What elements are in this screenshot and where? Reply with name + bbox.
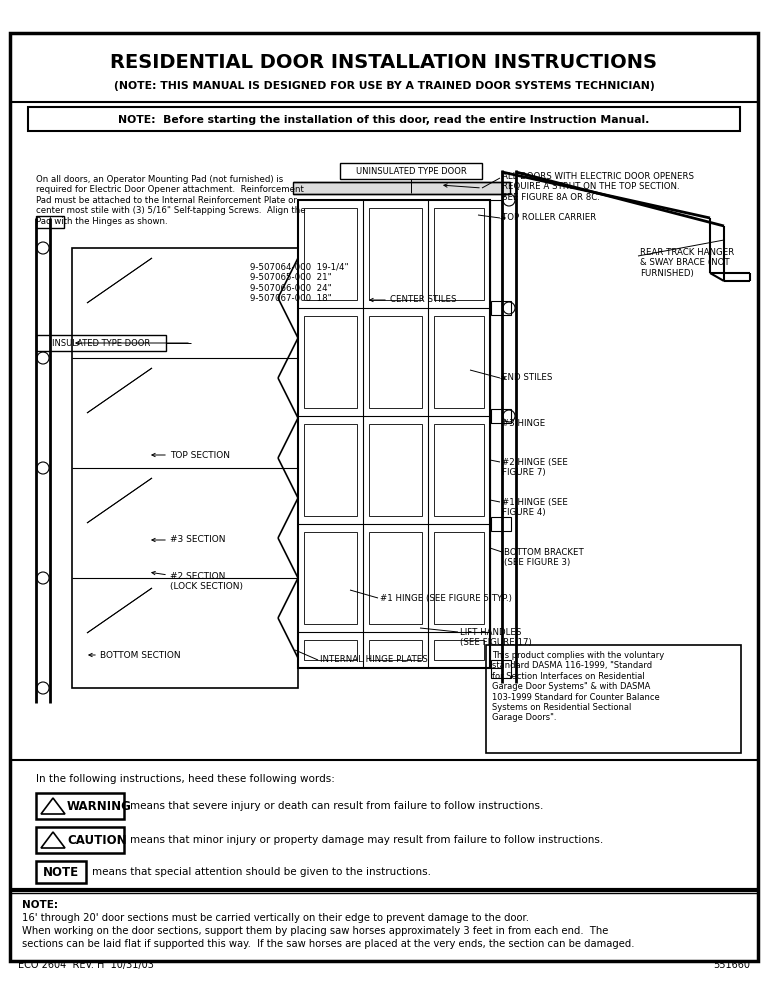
Bar — [36, 861, 86, 883]
Text: BOTTOM BRACKET
(SEE FIGURE 3): BOTTOM BRACKET (SEE FIGURE 3) — [504, 548, 584, 568]
Bar — [36, 216, 64, 228]
Bar — [369, 424, 422, 516]
Bar — [491, 517, 511, 531]
Text: UNINSULATED TYPE DOOR: UNINSULATED TYPE DOOR — [356, 167, 466, 176]
Bar — [490, 200, 502, 668]
Bar — [340, 163, 482, 179]
Text: INTERNAL HINGE PLATES: INTERNAL HINGE PLATES — [320, 655, 428, 665]
Text: means that severe injury or death can result from failure to follow instructions: means that severe injury or death can re… — [130, 801, 544, 811]
Text: TOP SECTION: TOP SECTION — [170, 450, 230, 459]
Text: #1 HINGE (SEE
FIGURE 4): #1 HINGE (SEE FIGURE 4) — [502, 498, 568, 518]
Bar — [36, 335, 166, 351]
Text: When working on the door sections, support them by placing saw horses approximat: When working on the door sections, suppo… — [22, 926, 608, 936]
Bar — [491, 409, 511, 423]
Text: #2 HINGE (SEE
FIGURE 7): #2 HINGE (SEE FIGURE 7) — [502, 458, 568, 477]
Text: CENTER STILES: CENTER STILES — [390, 295, 456, 304]
Text: TOP ROLLER CARRIER: TOP ROLLER CARRIER — [502, 214, 596, 223]
Bar — [304, 532, 357, 624]
Text: LIFT HANDLES
(SEE FIGURE 17): LIFT HANDLES (SEE FIGURE 17) — [460, 628, 531, 647]
Text: means that special attention should be given to the instructions.: means that special attention should be g… — [92, 867, 431, 877]
Bar — [72, 248, 298, 688]
Bar — [486, 645, 741, 753]
Text: 551660: 551660 — [713, 960, 750, 970]
Bar — [298, 200, 490, 668]
Text: On all doors, an Operator Mounting Pad (not furnished) is
required for Electric : On all doors, an Operator Mounting Pad (… — [36, 175, 306, 226]
Bar — [304, 208, 357, 300]
Text: #2 SECTION
(LOCK SECTION): #2 SECTION (LOCK SECTION) — [170, 572, 243, 591]
Bar — [369, 208, 422, 300]
Bar — [369, 640, 422, 660]
Text: BOTTOM SECTION: BOTTOM SECTION — [100, 650, 180, 659]
Bar — [36, 827, 124, 853]
Text: NOTE: NOTE — [43, 866, 79, 879]
Text: 9-507064-000  19-1/4"
9-507065-000  21"
9-507066-000  24"
9-507067-000  18": 9-507064-000 19-1/4" 9-507065-000 21" 9-… — [250, 263, 349, 303]
Bar — [304, 424, 357, 516]
Bar — [304, 640, 357, 660]
Bar — [28, 107, 740, 131]
Text: CAUTION: CAUTION — [67, 834, 127, 847]
Text: #1 HINGE (SEE FIGURE 5 TYP.): #1 HINGE (SEE FIGURE 5 TYP.) — [380, 593, 512, 602]
Text: 16' through 20' door sections must be carried vertically on their edge to preven: 16' through 20' door sections must be ca… — [22, 913, 529, 923]
Bar — [491, 301, 511, 315]
Bar — [369, 316, 422, 408]
Text: END STILES: END STILES — [502, 374, 552, 383]
Bar — [369, 532, 422, 624]
Bar — [36, 793, 124, 819]
Text: ALL DOORS WITH ELECTRIC DOOR OPENERS
REQUIRE A STRUT ON THE TOP SECTION.
SEE FIG: ALL DOORS WITH ELECTRIC DOOR OPENERS REQ… — [502, 172, 694, 202]
Text: #3 HINGE: #3 HINGE — [502, 418, 545, 427]
Bar — [434, 532, 484, 624]
Text: REAR TRACK HANGER
& SWAY BRACE (NOT
FURNISHED): REAR TRACK HANGER & SWAY BRACE (NOT FURN… — [640, 248, 734, 277]
Text: #3 SECTION: #3 SECTION — [170, 536, 226, 545]
Text: sections can be laid flat if supported this way.  If the saw horses are placed a: sections can be laid flat if supported t… — [22, 939, 634, 949]
Text: means that minor injury or property damage may result from failure to follow ins: means that minor injury or property dama… — [130, 835, 603, 845]
Text: INSULATED TYPE DOOR: INSULATED TYPE DOOR — [52, 339, 150, 348]
Bar — [304, 316, 357, 408]
Text: ECO 2604  REV. H  10/31/03: ECO 2604 REV. H 10/31/03 — [18, 960, 154, 970]
Text: WARNING: WARNING — [67, 799, 132, 812]
Bar — [293, 182, 510, 194]
Bar — [434, 640, 484, 660]
Text: NOTE:  Before starting the installation of this door, read the entire Instructio: NOTE: Before starting the installation o… — [118, 115, 650, 125]
Text: (NOTE: THIS MANUAL IS DESIGNED FOR USE BY A TRAINED DOOR SYSTEMS TECHNICIAN): (NOTE: THIS MANUAL IS DESIGNED FOR USE B… — [114, 81, 654, 91]
Bar — [434, 316, 484, 408]
Text: This product complies with the voluntary
standard DASMA 116-1999, "Standard
for : This product complies with the voluntary… — [492, 651, 664, 723]
Text: NOTE:: NOTE: — [22, 900, 58, 910]
Bar — [434, 208, 484, 300]
Bar — [434, 424, 484, 516]
Text: In the following instructions, heed these following words:: In the following instructions, heed thes… — [36, 774, 335, 784]
Bar — [491, 660, 511, 678]
Text: RESIDENTIAL DOOR INSTALLATION INSTRUCTIONS: RESIDENTIAL DOOR INSTALLATION INSTRUCTIO… — [111, 53, 657, 72]
